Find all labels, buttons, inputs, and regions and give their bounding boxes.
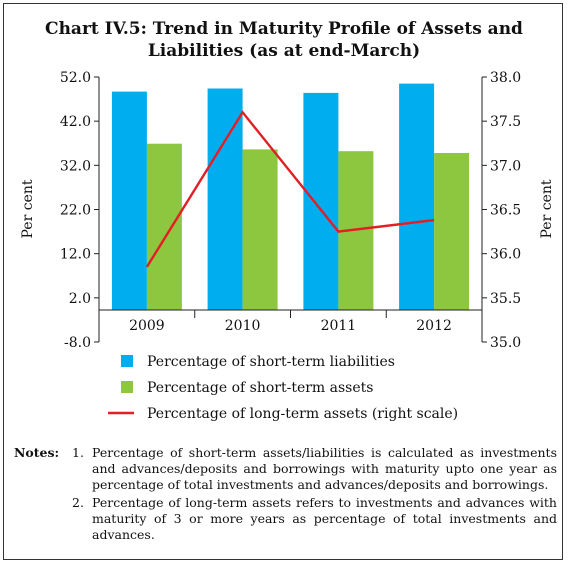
axis-layer: 2009 2010 2011 2012 52.0 42.0 32.0 22.0 12.0 2.0 -… <box>20 70 555 351</box>
chart-title-line-1: Chart IV.5: Trend in Maturity Profile of… <box>45 19 523 39</box>
legend-swatch-0 <box>121 355 133 367</box>
chart-svg: 2009 2010 2011 2012 52.0 42.0 32.0 22.0 12.0 2.0 -… <box>20 70 555 422</box>
note-2-number: 2. <box>72 495 84 510</box>
x-tick-label-2012: 2012 <box>416 318 452 334</box>
right-axis-title: Per cent <box>539 179 555 238</box>
bar-liabilities-2010 <box>207 88 243 310</box>
plot-layer <box>111 83 470 311</box>
left-tick-label: 12.0 <box>60 247 91 263</box>
left-axis-title: Per cent <box>20 179 36 238</box>
right-tick-label: 36.0 <box>490 247 521 263</box>
x-tick-label-2011: 2011 <box>321 318 357 334</box>
legend-layer: Percentage of short-term liabilities Perc… <box>108 354 458 422</box>
chart-title-line-2: Liabilities (as at end-March) <box>147 41 421 61</box>
note-1-text: Percentage of short-term assets/liabilit… <box>92 445 557 492</box>
left-tick-label: 22.0 <box>60 203 91 219</box>
right-tick-label: 35.0 <box>490 335 521 351</box>
bar-liabilities-2011 <box>303 92 339 311</box>
bar-liabilities-2012 <box>399 83 435 310</box>
right-tick-label: 37.0 <box>490 158 521 174</box>
x-tick-label-2009: 2009 <box>129 318 165 334</box>
legend-label-1: Percentage of short-term assets <box>147 380 373 396</box>
bar-assets-2009 <box>146 143 182 310</box>
left-tick-label: 32.0 <box>60 158 91 174</box>
right-tick-label: 38.0 <box>490 70 521 86</box>
note-2-text: Percentage of long-term assets refers to… <box>92 495 557 542</box>
note-1-number: 1. <box>72 445 84 460</box>
bar-assets-2010 <box>242 149 278 310</box>
left-tick-label: -8.0 <box>64 335 91 351</box>
right-tick-label: 37.5 <box>490 114 521 130</box>
chart-frame: Chart IV.5: Trend in Maturity Profile of… <box>3 3 563 560</box>
legend-swatch-1 <box>121 381 133 393</box>
legend-label-2: Percentage of long-term assets (right sc… <box>147 406 458 422</box>
right-tick-label: 35.5 <box>490 291 521 307</box>
bar-assets-2012 <box>434 153 470 310</box>
legend-label-0: Percentage of short-term liabilities <box>147 354 395 370</box>
bar-liabilities-2009 <box>111 91 147 310</box>
line-long-term-assets <box>145 110 435 268</box>
x-tick-label-2010: 2010 <box>225 318 261 334</box>
left-tick-label: 2.0 <box>69 291 91 307</box>
right-tick-label: 36.5 <box>490 203 521 219</box>
left-tick-label: 42.0 <box>60 114 91 130</box>
left-tick-label: 52.0 <box>60 70 91 86</box>
notes-heading: Notes: <box>14 445 60 460</box>
